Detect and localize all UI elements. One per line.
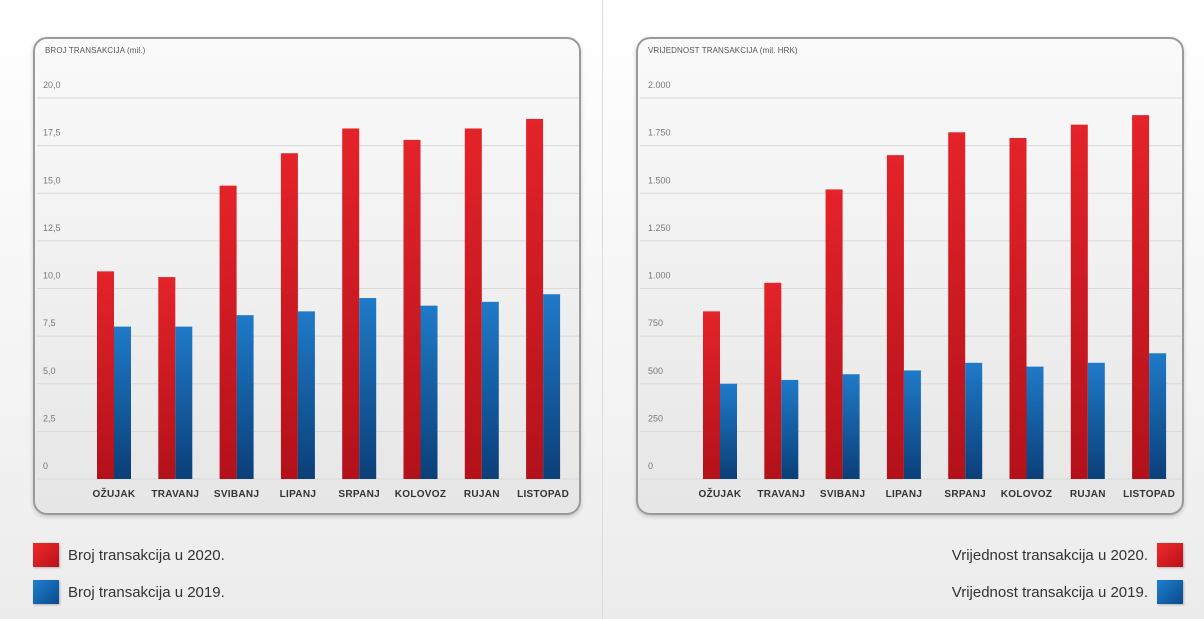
y-tick-label: 17,5 — [43, 128, 61, 138]
y-tick-label: 2,5 — [43, 413, 56, 423]
bar-2020 — [280, 153, 298, 479]
bar-2020 — [1132, 115, 1150, 480]
x-tick-label: RUJAN — [1070, 489, 1106, 500]
bar-2019 — [359, 298, 377, 479]
y-tick-label: 1.000 — [648, 271, 671, 281]
y-tick-label: 2.000 — [648, 80, 671, 90]
legend-item-2019: Vrijednost transakcija u 2019. — [952, 577, 1183, 607]
y-tick-label: 1.750 — [648, 128, 671, 138]
y-tick-label: 10,0 — [43, 271, 61, 281]
x-tick-label: KOLOVOZ — [395, 489, 447, 500]
x-tick-label: SRPANJ — [944, 489, 986, 500]
bar-2019 — [1026, 366, 1044, 479]
y-tick-label: 750 — [648, 318, 663, 328]
bar-2019 — [965, 362, 983, 479]
bar-2019 — [720, 383, 737, 479]
bar-2019 — [1149, 353, 1167, 479]
y-tick-label: 5,0 — [43, 366, 56, 376]
legend-label: Broj transakcija u 2020. — [68, 546, 225, 564]
y-tick-label: 500 — [648, 366, 663, 376]
x-tick-label: SRPANJ — [338, 489, 380, 500]
y-tick-label: 1.250 — [648, 223, 671, 233]
bar-2019 — [781, 379, 799, 479]
bar-2019 — [420, 305, 438, 479]
legend-swatch-red — [33, 543, 59, 567]
legend-swatch-blue — [1157, 580, 1183, 604]
legend-label: Vrijednost transakcija u 2019. — [951, 583, 1148, 601]
bar-2019 — [903, 370, 921, 479]
bar-2019 — [481, 301, 499, 479]
legend-label: Vrijednost transakcija u 2020. — [951, 546, 1148, 564]
bar-2020 — [764, 282, 782, 479]
bar-2020 — [948, 132, 966, 480]
x-tick-label: LISTOPAD — [517, 489, 569, 500]
x-tick-label: SVIBANJ — [214, 489, 259, 500]
bar-2020 — [1009, 138, 1027, 479]
legend-item-2020: Vrijednost transakcija u 2020. — [952, 540, 1183, 570]
legend-swatch-red — [1157, 543, 1183, 567]
y-tick-label: 20,0 — [43, 80, 61, 90]
y-tick-label: 0 — [648, 461, 653, 471]
x-tick-label: OŽUJAK — [699, 487, 742, 500]
legend-item-2019: Broj transakcija u 2019. — [33, 577, 225, 607]
x-tick-label: KOLOVOZ — [1001, 489, 1053, 500]
y-tick-label: 7,5 — [43, 318, 56, 328]
legend-swatch-blue — [33, 580, 59, 604]
bar-2020 — [219, 185, 237, 479]
chart-title: VRIJEDNOST TRANSAKCIJA (mil. HRK) — [648, 46, 798, 55]
bar-2019 — [842, 374, 860, 479]
bar-2020 — [158, 277, 176, 479]
bar-2020 — [97, 271, 114, 479]
y-tick-label: 0 — [43, 461, 48, 471]
bar-2019 — [543, 294, 561, 479]
x-tick-label: SVIBANJ — [820, 489, 865, 500]
legend-item-2020: Broj transakcija u 2020. — [33, 540, 225, 570]
bar-2019 — [114, 326, 131, 479]
bar-2019 — [175, 326, 193, 479]
x-tick-label: LISTOPAD — [1123, 489, 1175, 500]
x-tick-label: RUJAN — [464, 489, 500, 500]
bar-2019 — [236, 315, 254, 479]
bar-2020 — [526, 118, 544, 479]
bar-2020 — [342, 128, 360, 480]
x-tick-label: LIPANJ — [280, 489, 317, 500]
x-tick-label: TRAVANJ — [757, 489, 805, 500]
bar-2019 — [297, 311, 315, 479]
y-tick-label: 250 — [648, 413, 663, 423]
y-tick-label: 15,0 — [43, 175, 61, 185]
y-tick-label: 12,5 — [43, 223, 61, 233]
x-tick-label: OŽUJAK — [93, 487, 136, 500]
bar-2020 — [703, 311, 720, 479]
x-tick-label: LIPANJ — [886, 489, 923, 500]
bar-2020 — [403, 139, 421, 479]
chart-title: BROJ TRANSAKCIJA (mil.) — [45, 46, 146, 55]
legend-label: Broj transakcija u 2019. — [68, 583, 225, 601]
bar-2019 — [1087, 362, 1105, 479]
bar-2020 — [886, 155, 904, 479]
bar-2020 — [1070, 124, 1088, 480]
chart-0: 0 2,5 5,0 7,5 10,0 12,5 15,0 17,5 20,0 OŽUJAK TRAV… — [37, 80, 579, 500]
chart-1: 0 250 500 750 1.000 1.250 1.500 1.750 2.000 OŽUJA… — [640, 80, 1182, 500]
x-tick-label: TRAVANJ — [151, 489, 199, 500]
bar-2020 — [464, 128, 482, 480]
y-tick-label: 1.500 — [648, 175, 671, 185]
bar-2020 — [825, 189, 843, 479]
